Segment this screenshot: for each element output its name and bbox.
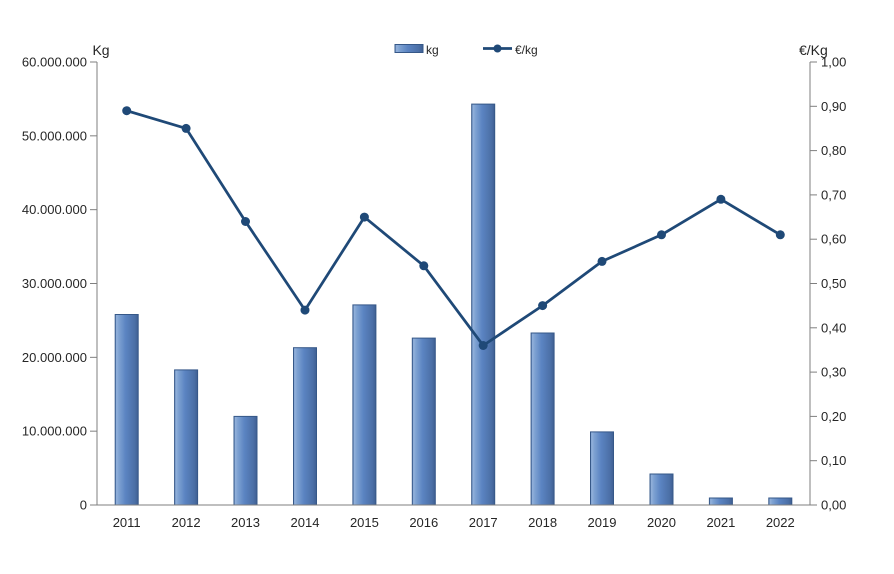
marker-2021 — [716, 194, 726, 204]
right-axis-tick-label: 0,90 — [821, 99, 846, 114]
x-axis-label-2019: 2019 — [588, 515, 617, 530]
x-axis-label-2017: 2017 — [469, 515, 498, 530]
marker-2011 — [122, 106, 132, 116]
bar-2020 — [649, 473, 674, 506]
left-axis-tick-label: 30.000.000 — [22, 276, 87, 291]
marker-2020 — [657, 230, 666, 240]
right-axis-title: €/Kg — [799, 42, 828, 58]
legend-kg-label: kg — [426, 43, 439, 57]
right-axis-tick-label: 0,10 — [821, 453, 846, 468]
line-series-eur-per-kg — [125, 109, 782, 347]
bar-2016 — [411, 337, 436, 506]
right-axis-ticks: 0,00 0,10 0,20 0,30 0,40 0,50 0,60 0,70 0,80 0,90… — [810, 55, 846, 513]
x-axis-label-2013: 2013 — [231, 515, 260, 530]
bar-2017 — [471, 103, 496, 506]
bar-series-kg — [114, 103, 793, 506]
left-axis-title: Kg — [92, 42, 109, 58]
left-axis-tick-label: 0 — [80, 498, 87, 513]
x-axis-label-2016: 2016 — [409, 515, 438, 530]
legend: kg €/kg — [394, 43, 538, 57]
marker-2015 — [359, 212, 369, 222]
bar-2021 — [708, 497, 733, 506]
bar-2013 — [233, 415, 258, 506]
right-axis-tick-label: 0,70 — [821, 187, 846, 202]
right-axis-tick-label: 1,00 — [821, 55, 846, 70]
bar-2012 — [174, 369, 199, 506]
x-axis-labels: 2011 2012 2013 2014 2015 2016 2017 2018 2019 2020… — [113, 515, 795, 530]
left-axis-ticks: 0 10.000.000 20.000.000 30.000.000 40.000.00… — [22, 55, 97, 513]
marker-2022 — [775, 230, 785, 240]
marker-2019 — [597, 256, 607, 266]
x-axis-label-2022: 2022 — [766, 515, 795, 530]
bar-2011 — [114, 314, 139, 506]
x-axis-label-2018: 2018 — [528, 515, 557, 530]
left-axis-tick-label: 40.000.000 — [22, 202, 87, 217]
x-axis-label-2020: 2020 — [647, 515, 676, 530]
x-axis-label-2021: 2021 — [706, 515, 735, 530]
axes — [96, 62, 811, 506]
x-axis-label-2014: 2014 — [291, 515, 320, 530]
marker-2016 — [419, 261, 429, 271]
x-axis-label-2011: 2011 — [113, 515, 141, 530]
marker-2013 — [241, 217, 250, 226]
line-markers — [122, 106, 785, 350]
right-axis-tick-label: 0,60 — [821, 232, 846, 247]
left-axis-tick-label: 20.000.000 — [22, 350, 87, 365]
marker-2014 — [300, 305, 310, 315]
legend-bar-swatch-icon — [394, 44, 424, 53]
bar-2019 — [590, 431, 614, 506]
right-axis-tick-label: 0,50 — [821, 276, 846, 291]
right-axis-tick-label: 0,80 — [821, 143, 846, 158]
bar-2022 — [768, 497, 793, 506]
marker-2012 — [181, 123, 191, 133]
legend-line-marker-icon — [493, 44, 502, 53]
x-axis-label-2015: 2015 — [350, 515, 379, 530]
left-axis-tick-label: 10.000.000 — [22, 424, 87, 439]
marker-2018 — [538, 301, 548, 311]
right-axis-tick-label: 0,40 — [821, 320, 846, 335]
bar-2018 — [530, 332, 555, 506]
right-axis-tick-label: 0,20 — [821, 409, 846, 424]
bar-2015 — [352, 304, 377, 506]
bar-2014 — [293, 347, 317, 506]
left-axis-tick-label: 60.000.000 — [22, 55, 87, 70]
legend-eur-per-kg-label: €/kg — [515, 43, 538, 57]
plot-area: 0 10.000.000 20.000.000 30.000.000 40.000.00… — [22, 55, 846, 531]
right-axis-tick-label: 0,30 — [821, 365, 846, 380]
marker-2017 — [478, 341, 488, 350]
right-axis-tick-label: 0,00 — [821, 498, 846, 513]
x-axis-label-2012: 2012 — [172, 515, 201, 530]
left-axis-tick-label: 50.000.000 — [22, 128, 87, 143]
